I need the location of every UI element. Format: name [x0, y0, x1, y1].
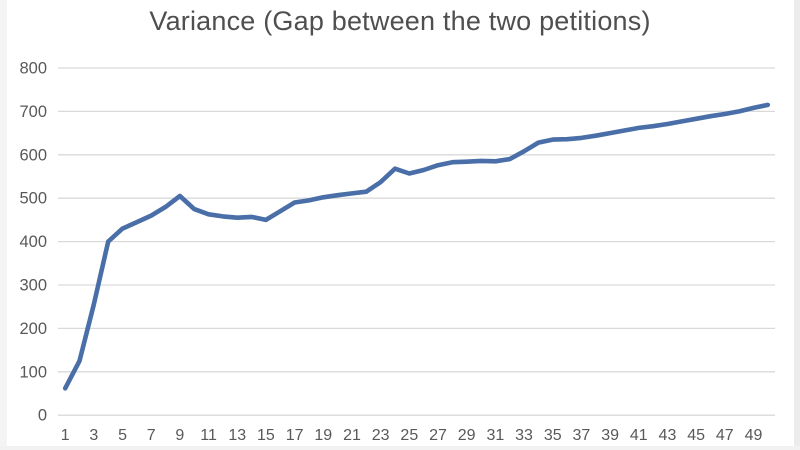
y-axis-tick-label: 200	[19, 320, 47, 338]
x-axis-tick-label: 25	[400, 427, 418, 444]
x-axis-tick-label: 5	[118, 427, 127, 444]
y-axis-tick-label: 500	[19, 190, 47, 208]
x-axis-tick-label: 21	[343, 427, 361, 444]
photo-edge-left	[0, 0, 7, 450]
x-axis-tick-label: 33	[515, 427, 533, 444]
y-axis-tick-label: 800	[19, 60, 47, 78]
x-axis-tick-label: 15	[257, 427, 275, 444]
x-axis-tick-label: 45	[687, 427, 705, 444]
x-axis-tick-label: 11	[200, 427, 217, 444]
photo-edge-bottom	[0, 446, 800, 450]
chart-title: Variance (Gap between the two petitions)	[149, 6, 651, 36]
x-axis-tick-label: 39	[601, 427, 619, 444]
x-axis-tick-label: 31	[486, 427, 504, 444]
x-axis-tick-label: 41	[630, 427, 648, 444]
x-axis-tick-label: 43	[659, 427, 677, 444]
y-axis-tick-label: 100	[19, 363, 47, 381]
x-axis-tick-label: 37	[573, 427, 591, 444]
variance-line-series	[62, 102, 771, 391]
x-axis-tick-label: 47	[716, 427, 734, 444]
y-axis-tick-label: 0	[38, 407, 47, 425]
x-axis-tick-label: 27	[429, 427, 447, 444]
x-axis-tick-label: 13	[228, 427, 246, 444]
x-axis-tick-label: 9	[175, 427, 184, 444]
x-axis-tick-label: 17	[286, 427, 304, 444]
x-axis-tick-label: 49	[745, 427, 763, 444]
x-axis-tick-label: 35	[544, 427, 562, 444]
x-axis-tick-label: 29	[458, 427, 476, 444]
photo-edge-right	[794, 0, 800, 450]
x-axis-tick-label: 19	[314, 427, 332, 444]
x-axis-tick-label: 7	[147, 427, 156, 444]
y-axis-tick-label: 400	[19, 233, 47, 251]
y-axis-tick-label: 700	[19, 103, 47, 121]
x-axis-tick-label: 3	[89, 427, 98, 444]
y-axis-tick-label: 600	[19, 146, 47, 164]
x-axis-tick-label: 23	[372, 427, 390, 444]
x-axis-tick-label: 1	[61, 427, 70, 444]
y-axis-tick-label: 300	[19, 277, 47, 295]
